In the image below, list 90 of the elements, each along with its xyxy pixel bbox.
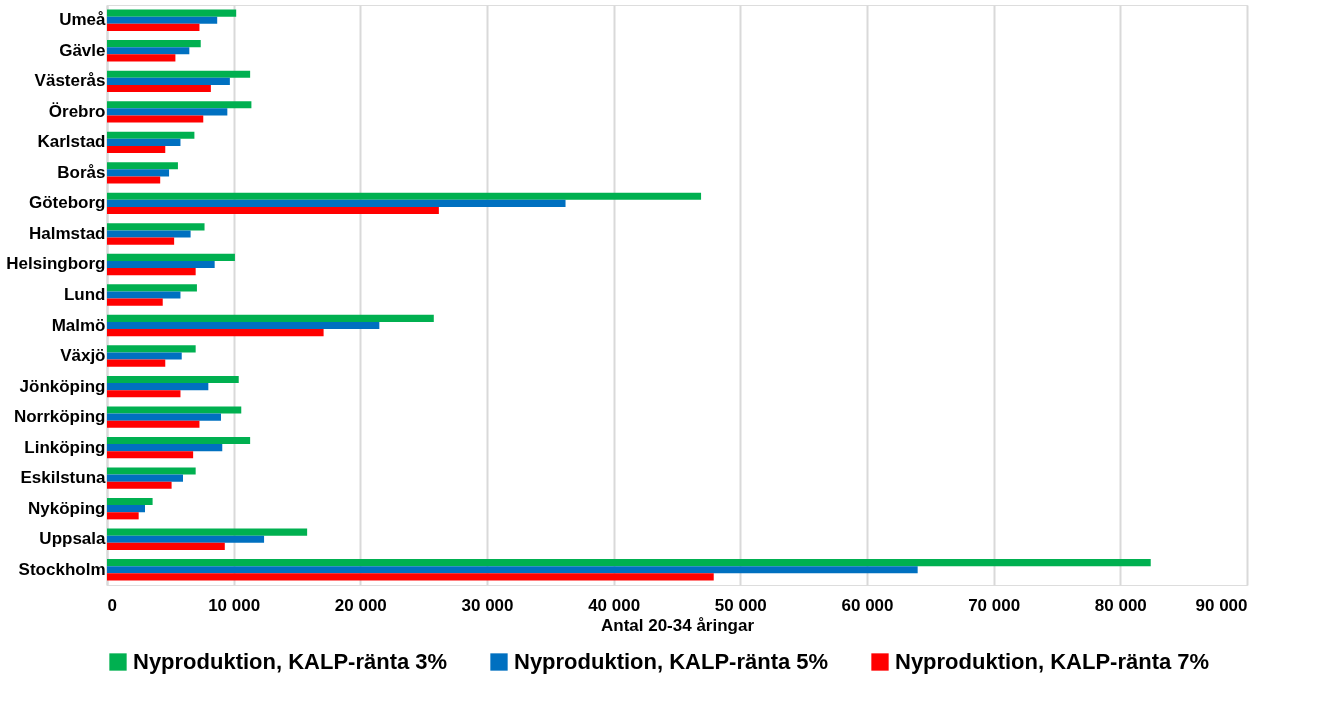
y-tick-label: Lund (63, 285, 106, 304)
bar (107, 253, 235, 261)
y-tick-label: Göteborg (29, 193, 106, 213)
bar (107, 329, 324, 337)
y-tick-label: Uppsala (39, 529, 107, 549)
bar (107, 566, 918, 574)
y-tick-label: Helsingborg (6, 254, 106, 274)
bar (107, 176, 161, 184)
bar (107, 383, 209, 391)
x-tick-label: 20 000 (334, 595, 387, 615)
bar (107, 145, 166, 154)
y-tick-label: Norrköping (13, 407, 106, 427)
y-tick-label: Växjö (60, 346, 106, 366)
y-tick-label: Örebro (48, 101, 106, 121)
y-tick-label: Västerås (34, 71, 106, 91)
bar (107, 206, 439, 215)
bar (107, 535, 265, 543)
y-tick-label: Stockholm (18, 559, 106, 579)
bar (107, 47, 190, 55)
x-tick-label: 30 000 (461, 595, 514, 615)
legend-label: Nyproduktion, KALP-ränta 5% (514, 649, 829, 674)
bar (107, 420, 200, 428)
bar (107, 40, 201, 48)
y-tick-label: Linköping (24, 437, 106, 457)
bar (107, 115, 204, 123)
bar (107, 77, 230, 85)
bar (107, 291, 181, 299)
y-tick-label: Eskilstuna (20, 468, 107, 488)
bar (107, 237, 175, 245)
bar (107, 498, 153, 506)
x-axis-title: Antal 20-34 åringar (600, 615, 755, 635)
bar (107, 359, 166, 367)
y-tick-label: Jönköping (19, 376, 106, 396)
bar (107, 54, 176, 62)
y-tick-label: Karlstad (37, 132, 106, 152)
bar (107, 451, 194, 459)
bar (107, 260, 215, 269)
bar (107, 16, 218, 24)
y-tick-label: Gävle (59, 40, 106, 60)
bar (107, 84, 211, 92)
legend-label: Nyproduktion, KALP-ränta 7% (895, 649, 1210, 674)
bar (107, 512, 139, 520)
bar (107, 505, 145, 513)
y-tick-label: Nyköping (28, 498, 106, 518)
bar (107, 352, 182, 360)
bar (107, 268, 196, 276)
x-tick-label: 60 000 (841, 595, 894, 615)
x-tick-label: 80 000 (1094, 595, 1147, 615)
bar (107, 298, 163, 306)
bar (107, 223, 205, 231)
bar (107, 23, 200, 31)
x-tick-label: 0 (107, 595, 117, 615)
bar (107, 169, 170, 177)
bar (107, 345, 196, 353)
bar (107, 375, 239, 384)
x-tick-label: 50 000 (714, 595, 767, 615)
bar (107, 131, 195, 139)
y-tick-label: Borås (57, 162, 106, 182)
bar (107, 108, 228, 116)
bar (107, 199, 566, 207)
y-tick-label: Umeå (59, 10, 107, 30)
bar (107, 70, 251, 78)
bar (107, 406, 242, 414)
y-tick-label: Halmstad (28, 223, 106, 243)
bar (107, 444, 223, 452)
bar (107, 559, 1151, 567)
bar (107, 467, 196, 475)
bar (107, 390, 181, 398)
bar (107, 542, 225, 550)
bar (107, 162, 178, 170)
bar (107, 573, 714, 581)
x-tick-label: 40 000 (588, 595, 641, 615)
legend-label: Nyproduktion, KALP-ränta 3% (133, 649, 448, 674)
bar (107, 528, 308, 536)
bar (107, 436, 251, 445)
bar (107, 481, 172, 489)
bar (107, 321, 380, 330)
bar (107, 138, 181, 146)
y-tick-label: Malmö (51, 315, 106, 335)
x-tick-label: 70 000 (968, 595, 1021, 615)
bar (107, 413, 221, 421)
bar (107, 101, 252, 109)
bar (107, 474, 183, 482)
bar (107, 314, 434, 322)
bar (107, 192, 702, 200)
x-tick-label: 90 000 (1195, 595, 1248, 615)
bar (107, 9, 237, 17)
bar (107, 284, 197, 292)
bar (107, 230, 191, 238)
x-tick-label: 10 000 (208, 595, 261, 615)
